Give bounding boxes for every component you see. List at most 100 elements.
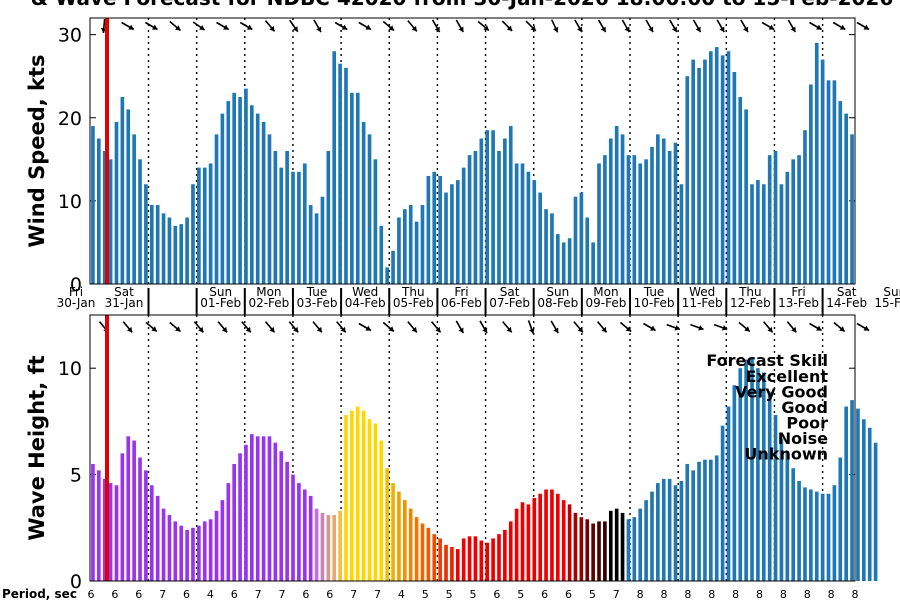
wind-bar xyxy=(656,134,660,284)
direction-arrow xyxy=(786,321,797,333)
wind-bar xyxy=(479,138,484,284)
direction-arrow xyxy=(241,321,252,333)
wind-bar xyxy=(432,171,437,284)
wind-bar xyxy=(267,134,272,284)
wave-bar xyxy=(597,521,601,581)
wave-bar xyxy=(308,495,313,581)
direction-arrow xyxy=(430,321,442,333)
wind-bar xyxy=(467,155,472,284)
wave-bar xyxy=(550,489,554,581)
direction-arrow xyxy=(217,321,228,333)
wave-bar xyxy=(797,480,801,581)
wave-bar xyxy=(261,436,266,581)
direction-arrow xyxy=(740,19,749,33)
wind-bar xyxy=(408,205,413,284)
wave-bar xyxy=(473,536,478,581)
wind-bar xyxy=(832,80,837,284)
wind-bar xyxy=(491,130,495,284)
wind-bar xyxy=(379,225,384,284)
period-value: 8 xyxy=(637,588,644,600)
day-label-date: 14-Feb xyxy=(826,296,867,310)
wind-bar xyxy=(791,159,796,284)
direction-arrow xyxy=(216,21,230,31)
wind-bar xyxy=(703,59,707,284)
wind-bar xyxy=(503,138,507,284)
y-tick-label: 5 xyxy=(70,465,82,487)
wave-bar xyxy=(250,434,254,581)
legend-entry-poor: Poor xyxy=(786,414,828,433)
wind-bar xyxy=(591,242,595,284)
wind-bar xyxy=(344,67,348,284)
direction-arrow xyxy=(713,323,728,331)
wind-bar xyxy=(691,59,695,284)
wind-bar xyxy=(138,159,142,284)
direction-arrow xyxy=(666,323,681,331)
direction-arrow xyxy=(787,19,797,33)
wave-bar xyxy=(232,463,236,581)
direction-arrow xyxy=(479,320,488,334)
wave-bar xyxy=(608,510,613,581)
wave-bar xyxy=(579,517,584,581)
direction-arrow xyxy=(502,321,513,333)
period-value: 6 xyxy=(326,588,333,600)
day-label-date: 07-Feb xyxy=(489,296,530,310)
direction-arrow xyxy=(809,21,823,31)
period-value: 8 xyxy=(852,588,859,600)
wave-ylabel: Wave Height, ft xyxy=(25,355,49,540)
wind-bar xyxy=(650,146,654,284)
wave-bar xyxy=(803,487,807,581)
wind-bar xyxy=(603,155,607,284)
wave-bar xyxy=(491,538,495,581)
direction-arrow xyxy=(692,19,702,33)
wave-bar xyxy=(620,512,625,581)
wind-bar xyxy=(403,209,407,284)
wave-bar xyxy=(291,474,295,581)
wind-bar xyxy=(544,209,548,284)
wind-bar xyxy=(91,126,95,284)
wind-bar xyxy=(579,192,584,284)
direction-arrow xyxy=(619,321,632,333)
wind-bar xyxy=(244,88,248,284)
direction-arrow xyxy=(144,21,158,31)
day-label-dow: Sun xyxy=(883,285,900,299)
wave-bar xyxy=(273,442,278,581)
wind-bar xyxy=(255,113,260,284)
wind-bar xyxy=(202,167,207,284)
legend-entry-unknown: Unknown xyxy=(744,445,828,464)
wind-bar xyxy=(632,155,637,284)
day-label-date: 11-Feb xyxy=(682,296,723,310)
wind-bar xyxy=(426,175,431,284)
wind-bar xyxy=(608,138,613,284)
wave-bar xyxy=(450,546,454,581)
wave-bar xyxy=(791,468,796,581)
wave-bar xyxy=(750,357,754,581)
direction-arrow xyxy=(833,321,846,333)
direction-arrow xyxy=(573,321,584,333)
period-value: 8 xyxy=(708,588,715,600)
wave-bar xyxy=(320,512,325,581)
wave-bar xyxy=(532,498,537,581)
wind-bar xyxy=(532,180,537,284)
wind-bar xyxy=(385,267,389,284)
day-label-dow: Thu xyxy=(738,285,762,299)
day-label-date: 12-Feb xyxy=(730,296,771,310)
wind-bar xyxy=(744,109,748,284)
day-label-date: 08-Feb xyxy=(537,296,578,310)
direction-arrow xyxy=(738,321,751,333)
wave-bar xyxy=(279,451,284,581)
wave-bar xyxy=(455,549,460,581)
wave-bar xyxy=(155,495,160,581)
wave-bar xyxy=(267,436,272,581)
period-label: Period, sec xyxy=(2,587,77,600)
wave-bar xyxy=(314,508,319,581)
y-tick-label: 10 xyxy=(58,191,82,213)
wind-bar xyxy=(673,142,678,284)
direction-arrow xyxy=(761,21,775,31)
wind-bar xyxy=(361,121,366,284)
wind-bar xyxy=(338,63,342,284)
